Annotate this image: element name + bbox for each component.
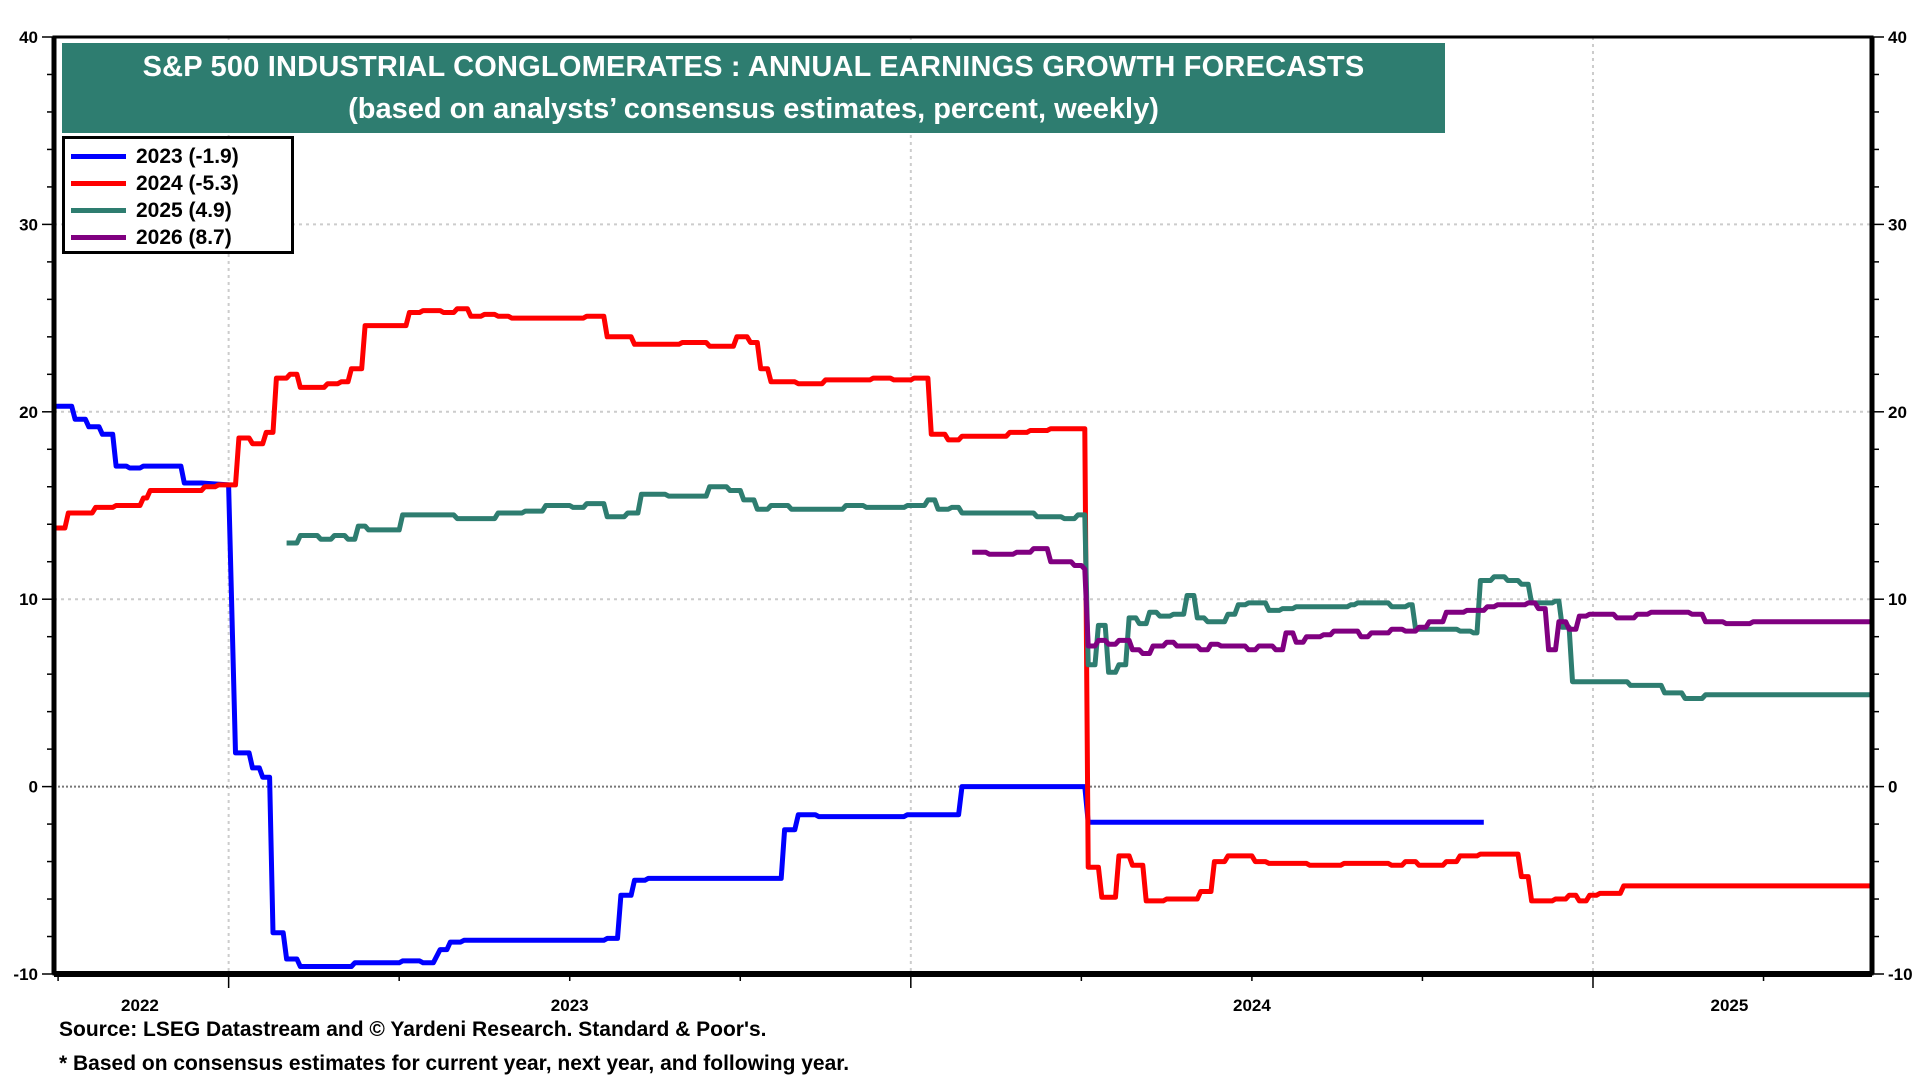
axes	[51, 35, 1875, 977]
legend: 2023 (-1.9) 2024 (-5.3) 2025 (4.9) 2026 …	[62, 136, 294, 254]
y-tick-label-left: 0	[29, 778, 38, 797]
legend-label-2026: 2026 (8.7)	[136, 225, 232, 249]
chart-title: S&P 500 INDUSTRIAL CONGLOMERATES : ANNUA…	[142, 51, 1365, 83]
legend-item-2024: 2024 (-5.3)	[71, 170, 291, 197]
y-tick-label-right: 30	[1888, 215, 1907, 234]
x-year-label: 2024	[1233, 996, 1271, 1015]
y-tick-label-left: 30	[19, 215, 38, 234]
y-tick-label-right: 40	[1888, 28, 1907, 47]
legend-swatch-2025	[71, 208, 126, 213]
series-line-2025	[286, 484, 1872, 701]
series-lines	[54, 306, 1872, 969]
y-tick-label-right: 10	[1888, 590, 1907, 609]
legend-item-2026: 2026 (8.7)	[71, 224, 291, 251]
legend-swatch-2023	[71, 154, 126, 159]
y-axis-right: -10 0 10 20 30 40	[1872, 28, 1913, 984]
chart-title-box: S&P 500 INDUSTRIAL CONGLOMERATES : ANNUA…	[62, 43, 1445, 133]
y-tick-label-left: 10	[19, 590, 38, 609]
series-line-2023	[54, 403, 1484, 969]
y-tick-label-left: 40	[19, 28, 38, 47]
y-axis-left: -10 0 10 20 30 40	[13, 28, 54, 984]
x-year-label: 2023	[551, 996, 589, 1015]
y-tick-label-right: 20	[1888, 403, 1907, 422]
y-tick-label-right: -10	[1888, 965, 1913, 984]
series-line-2024	[54, 306, 1872, 904]
legend-item-2023: 2023 (-1.9)	[71, 143, 291, 170]
legend-label-2025: 2025 (4.9)	[136, 198, 232, 222]
footnote: * Based on consensus estimates for curre…	[59, 1052, 850, 1075]
chart-subtitle: (based on analysts’ consensus estimates,…	[348, 93, 1159, 125]
gridlines	[54, 37, 1872, 974]
source-note: Source: LSEG Datastream and © Yardeni Re…	[59, 1018, 767, 1041]
legend-label-2023: 2023 (-1.9)	[136, 144, 239, 168]
x-year-label: 2022	[121, 996, 159, 1015]
y-tick-label-left: -10	[13, 965, 38, 984]
plot-frame	[52, 35, 1874, 976]
x-year-label: 2025	[1711, 996, 1749, 1015]
x-axis: 2022 2023 2024 2025	[57, 974, 1765, 1015]
y-tick-label-right: 0	[1888, 778, 1897, 797]
legend-swatch-2024	[71, 181, 126, 186]
legend-label-2024: 2024 (-5.3)	[136, 171, 239, 195]
legend-swatch-2026	[71, 235, 126, 240]
y-tick-label-left: 20	[19, 403, 38, 422]
series-line-2026	[972, 546, 1872, 656]
legend-item-2025: 2025 (4.9)	[71, 197, 291, 224]
